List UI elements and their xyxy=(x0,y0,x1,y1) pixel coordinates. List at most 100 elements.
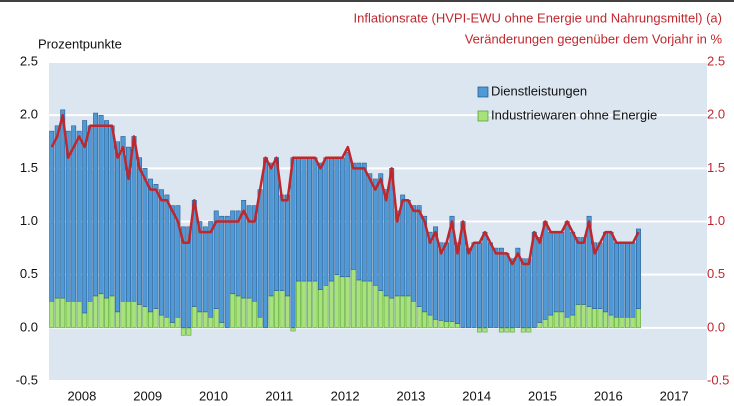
bar-segment xyxy=(137,304,142,329)
bar-segment xyxy=(175,316,181,329)
bar-segment xyxy=(137,157,142,305)
y2-tick-label: 1.5 xyxy=(707,160,725,175)
bar-segment xyxy=(87,125,93,302)
bar-segment xyxy=(504,327,510,333)
bar-segment xyxy=(65,130,71,302)
x-tick-label: 2008 xyxy=(67,388,96,403)
bar-segment xyxy=(498,247,504,329)
bar-segment xyxy=(498,327,504,333)
bar-segment xyxy=(482,327,488,333)
bar-segment xyxy=(427,231,433,316)
bar-segment xyxy=(603,231,609,313)
bar-segment xyxy=(49,130,55,302)
x-tick-label: 2017 xyxy=(660,388,689,403)
bar-segment xyxy=(553,231,559,313)
bar-segment xyxy=(158,314,164,329)
x-tick-label: 2010 xyxy=(199,388,228,403)
bar-segment xyxy=(608,231,614,316)
bar-segment xyxy=(350,162,356,270)
bar-segment xyxy=(630,242,636,318)
bar-segment xyxy=(60,109,66,299)
bar-segment xyxy=(592,242,598,309)
bar-segment xyxy=(142,168,148,307)
bar-segment xyxy=(213,308,219,329)
bar-segment xyxy=(493,247,499,329)
y2-tick-label: 0.0 xyxy=(707,319,725,334)
bar-segment xyxy=(307,157,312,282)
bar-segment xyxy=(400,295,406,329)
bar-segment xyxy=(394,295,400,329)
bar-segment xyxy=(438,242,444,321)
bar-segment xyxy=(444,242,449,322)
y-tick-label: 0.5 xyxy=(20,266,38,281)
bar-segment xyxy=(191,306,197,329)
bar-segment xyxy=(323,285,329,329)
bar-segment xyxy=(345,276,351,329)
bar-segment xyxy=(219,322,225,329)
x-tick-label: 2013 xyxy=(396,388,425,403)
bar-segment xyxy=(208,221,214,318)
bar-segment xyxy=(383,295,389,329)
bar-segment xyxy=(592,308,598,329)
bar-segment xyxy=(471,242,477,329)
bar-segment xyxy=(317,162,323,290)
bar-segment xyxy=(241,297,247,329)
bar-segment xyxy=(268,295,274,329)
bar-segment xyxy=(131,136,137,302)
bar-segment xyxy=(60,297,66,329)
bar-segment xyxy=(422,215,428,313)
bar-segment xyxy=(175,205,181,318)
bar-segment xyxy=(449,215,455,322)
bar-segment xyxy=(394,210,400,297)
bar-segment xyxy=(636,308,641,329)
bar-segment xyxy=(54,297,60,329)
bar-segment xyxy=(597,242,603,309)
bar-segment xyxy=(290,157,296,329)
bar-segment xyxy=(542,319,548,329)
bar-segment xyxy=(241,199,247,299)
bar-segment xyxy=(186,226,192,329)
bar-segment xyxy=(312,157,318,282)
bar-segment xyxy=(285,295,290,329)
bar-segment xyxy=(213,210,219,309)
x-tick-label: 2014 xyxy=(462,388,491,403)
bar-segment xyxy=(202,311,208,329)
bar-segment xyxy=(444,321,449,329)
bar-segment xyxy=(109,125,115,297)
bar-segment xyxy=(104,297,110,329)
bar-segment xyxy=(416,205,422,307)
bar-segment xyxy=(164,194,170,318)
y-tick-label: 1.5 xyxy=(20,160,38,175)
bar-segment xyxy=(147,311,153,329)
bar-segment xyxy=(537,237,543,323)
bar-segment xyxy=(263,157,269,329)
bar-segment xyxy=(257,189,263,318)
bar-segment xyxy=(323,157,329,286)
bar-segment xyxy=(49,301,55,329)
y-tick-label: -0.5 xyxy=(16,372,38,387)
y2-tick-label: 0.5 xyxy=(707,266,725,281)
bar-segment xyxy=(636,228,641,309)
x-tick-label: 2011 xyxy=(265,388,293,403)
bar-segment xyxy=(126,301,131,329)
bar-segment xyxy=(350,269,356,329)
bar-segment xyxy=(476,242,482,329)
bar-segment xyxy=(153,308,159,329)
bar-segment xyxy=(603,311,609,329)
bar-segment xyxy=(619,242,625,318)
bar-segment xyxy=(586,215,592,307)
y2-tick-label: 2.5 xyxy=(707,53,725,68)
bar-segment xyxy=(427,314,433,329)
bar-segment xyxy=(356,279,362,329)
bar-segment xyxy=(449,321,455,329)
bar-segment xyxy=(361,280,367,329)
bar-segment xyxy=(301,157,307,282)
bar-segment xyxy=(570,231,576,316)
bar-segment xyxy=(334,274,340,329)
bar-segment xyxy=(537,322,543,329)
bar-segment xyxy=(197,311,203,329)
bar-segment xyxy=(422,311,428,329)
bar-segment xyxy=(504,253,510,329)
y2-tick-label: 2.0 xyxy=(707,107,725,122)
